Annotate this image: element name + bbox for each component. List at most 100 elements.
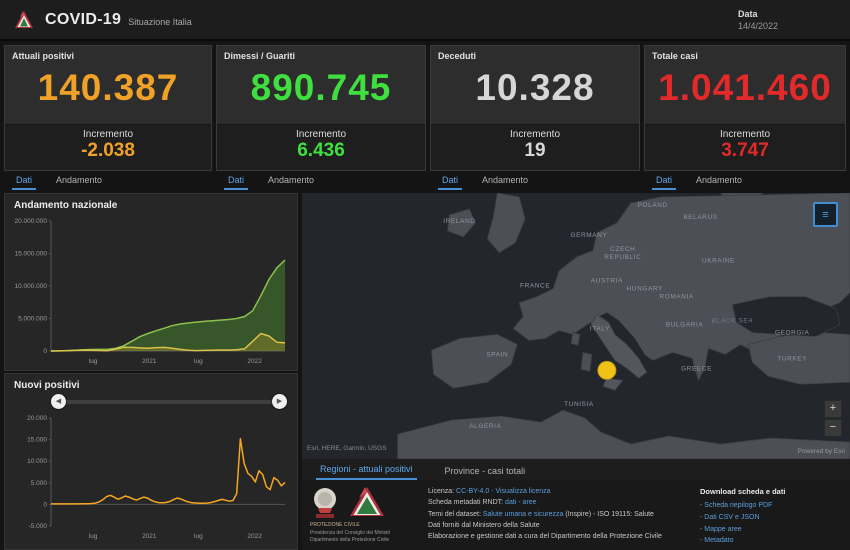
svg-text:0: 0 [43,348,47,355]
footer-caption-title: PROTEZIONE CIVILE [310,522,360,528]
map-label-italy: ITALY [590,325,610,332]
footer-info: Licenza: CC-BY-4.0 - Visualizza licenza … [422,486,700,544]
themes-link[interactable]: Salute umana e sicurezza [482,510,564,518]
map-label-greece: GREECE [681,365,712,372]
footer: PROTEZIONE CIVILE Presidenza del Consigl… [302,480,850,550]
card-increment: Incremento 6.436 [217,124,425,170]
covid-data-marker[interactable] [597,360,617,380]
svg-text:10.000.000: 10.000.000 [14,283,47,290]
source-line: Dati forniti dal Ministero della Salute [428,521,540,529]
map-label-bulgaria: BULGARIA [666,321,704,328]
increment-value: -2.038 [81,140,135,161]
download-title: Download scheda e dati [700,487,786,496]
map-label-algeria: ALGERIA [469,423,501,430]
map-canvas: Esri, HERE, Garmin, USGS IRELAND POLAND BE… [302,192,850,460]
license-line: Licenza: CC-BY-4.0 - Visualizza licenza [428,486,700,497]
card-value: 140.387 [37,67,179,108]
svg-text:15.000: 15.000 [27,437,47,444]
map-label-belarus: BELARUS [683,214,717,221]
increment-label: Incremento [82,129,134,140]
legend-button[interactable]: ≡ [813,202,838,227]
card-tabs-deceduti: Dati Andamento [438,173,532,192]
map-label-republic: REPUBLIC [604,254,641,261]
app-title: COVID-19 [45,10,122,28]
map-label-turkey: TURKEY [777,355,807,362]
tab-dati[interactable]: Dati [224,173,249,190]
map-label-germany: GERMANY [570,232,607,239]
svg-text:5.000.000: 5.000.000 [18,316,47,323]
themes-label: Temi del dataset: [428,510,481,518]
svg-text:15.000.000: 15.000.000 [14,251,47,258]
header: COVID-19 Situazione Italia Data 14/4/202… [0,0,850,41]
card-value: 890.745 [250,67,392,108]
protezione-civile-triangle-icon [350,487,384,516]
tab-andamento[interactable]: Andamento [268,175,315,185]
increment-label: Incremento [719,129,771,140]
download-metadato-link[interactable]: - Metadato [700,537,734,545]
protezione-civile-logo-icon [15,10,33,28]
tab-province-casi-totali[interactable]: Province - casi totali [444,466,526,476]
increment-label: Incremento [295,129,347,140]
map-attribution: Esri, HERE, Garmin, USGS [307,445,387,452]
map-zoom-controls: + − [824,400,842,437]
increment-value: 6.436 [297,140,345,161]
tab-dati[interactable]: Dati [12,173,37,190]
tab-dati[interactable]: Dati [652,173,677,190]
metadata-link[interactable]: dati - aree [505,499,537,507]
tab-andamento[interactable]: Andamento [482,175,529,185]
slider-track[interactable] [58,400,280,404]
download-section: Download scheda e dati - Scheda riepilog… [700,486,842,544]
footer-caption-line2: Presidenza del Consiglio dei Ministri [310,529,391,536]
zoom-in-button[interactable]: + [824,400,842,418]
download-csv-json-link[interactable]: - Dati CSV e JSON [700,513,760,521]
map-label-spain: SPAIN [486,351,508,358]
svg-text:2021: 2021 [142,533,157,540]
increment-value: 19 [524,140,546,161]
card-title: Attuali positivi [12,51,75,61]
license-link[interactable]: CC-BY-4.0 - Visualizza licenza [456,488,551,495]
tab-dati[interactable]: Dati [438,173,463,190]
card-increment: Incremento 19 [431,124,639,170]
svg-text:2021: 2021 [142,358,157,365]
footer-logos: PROTEZIONE CIVILE Presidenza del Consigl… [310,486,422,544]
svg-text:0: 0 [43,501,47,508]
download-pdf-link[interactable]: - Scheda riepilogo PDF [700,501,773,509]
black-sea-shape [731,296,841,337]
tab-andamento[interactable]: Andamento [56,175,103,185]
svg-text:-5.000: -5.000 [29,523,48,530]
date-label: Data [737,8,758,19]
date-block: Data 14/4/2022 [738,9,778,31]
card-increment: Incremento 3.747 [645,124,845,170]
svg-text:lug: lug [89,533,98,540]
app-subtitle: Situazione Italia [128,16,192,27]
card-title: Dimessi / Guariti [224,51,296,61]
presidenza-emblem-icon [314,488,336,518]
map-label-georgia: GEORGIA [775,329,809,336]
map-label-ukraine: UKRAINE [702,258,735,265]
card-tabs-attuali: Dati Andamento [12,173,106,192]
map-label-hungary: HUNGARY [627,286,664,293]
time-range-slider[interactable]: ◀ ▶ [51,394,287,410]
panel-andamento-nazionale: Andamento nazionale 0 5.000.000 10.000.000… [4,193,298,371]
zoom-out-button[interactable]: − [824,419,842,437]
tab-andamento[interactable]: Andamento [696,175,743,185]
date-value: 14/4/2022 [737,20,778,31]
legend-icon: ≡ [822,208,829,221]
tab-regioni-attuali-positivi[interactable]: Regioni - attuali positivi [316,461,417,480]
metadata-label: Scheda metadati RNDT: [428,499,504,507]
slider-handle-left[interactable]: ◀ [51,394,66,409]
chart-title: Andamento nazionale [14,200,118,211]
card-increment: Incremento -2.038 [5,124,211,170]
map-label-france: FRANCE [520,283,550,290]
slider-handle-right[interactable]: ▶ [272,394,287,409]
download-mappe-link[interactable]: - Mappe aree [700,525,742,533]
bottom-tabs: Regioni - attuali positivi Province - ca… [302,459,850,480]
card-value: 1.041.460 [658,67,832,108]
andamento-nazionale-chart: 0 5.000.000 10.000.000 15.000.000 20.000.000… [14,218,286,365]
license-label: Licenza: [428,488,455,495]
europe-map[interactable]: Esri, HERE, Garmin, USGS IRELAND POLAND BE… [302,192,850,460]
map-label-romania: ROMANIA [659,294,693,301]
panel-nuovi-positivi: Nuovi positivi ◀ ▶ -5.000 0 5.000 10.000 15.… [4,373,298,550]
card-attuali-positivi: Attuali positivi 140.387 Incremento -2.0… [4,45,212,171]
card-title: Totale casi [652,51,698,61]
